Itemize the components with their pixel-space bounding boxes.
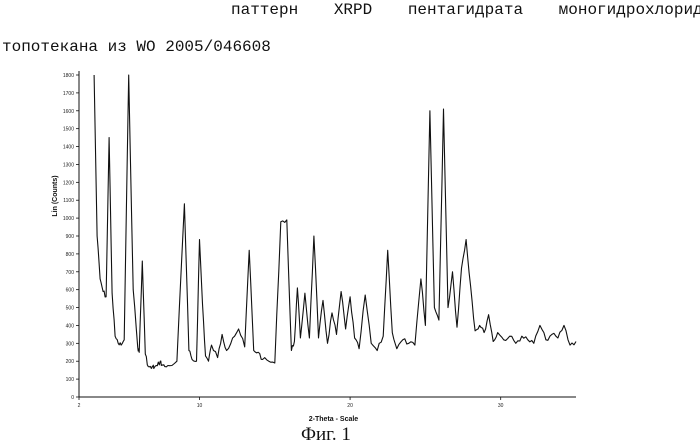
xrpd-chart: 0 100 200 300 400 500 600 700 800 900 1000 1100 1200…: [0, 60, 700, 426]
series-line: [94, 75, 576, 369]
y-tick-label: 1100: [63, 198, 74, 204]
y-tick-label: 500: [66, 306, 75, 312]
chart-axes: [79, 71, 576, 397]
x-tick-label: 30: [498, 403, 504, 409]
y-tick-label: 1000: [63, 216, 74, 222]
x-tick-label: 20: [347, 403, 353, 409]
y-tick-label: 900: [66, 234, 75, 240]
y-tick-label: 600: [66, 288, 75, 294]
x-tick-label: 2: [78, 403, 81, 409]
x-axis-ticks: 2 10 20 30: [78, 397, 504, 409]
y-axis-ticks: 0 100 200 300 400 500 600 700 800 900 1000 1100 1200…: [63, 73, 79, 401]
x-axis-label: 2-Theta - Scale: [309, 416, 359, 423]
y-tick-label: 1200: [63, 180, 74, 186]
y-tick-label: 1500: [63, 127, 74, 133]
y-tick-label: 200: [66, 359, 75, 365]
y-tick-label: 1300: [63, 162, 74, 168]
y-tick-label: 800: [66, 252, 75, 258]
y-tick-label: 700: [66, 270, 75, 276]
y-tick-label: 300: [66, 341, 75, 347]
caption-line-1: паттерн XRPD пентагидрата моногидрохлори…: [231, 1, 700, 19]
y-tick-label: 1600: [63, 109, 74, 115]
y-tick-label: 100: [66, 377, 75, 383]
y-tick-label: 1700: [63, 91, 74, 97]
caption-line-2: топотекана из WO 2005/046608: [2, 38, 271, 56]
y-tick-label: 1400: [63, 145, 74, 151]
y-axis-label: Lin (Counts): [52, 175, 59, 216]
y-tick-label: 1800: [63, 73, 74, 79]
y-tick-label: 400: [66, 323, 75, 329]
y-tick-label: 0: [71, 395, 74, 401]
figure-label: Фиг. 1: [301, 424, 351, 446]
x-tick-label: 10: [197, 403, 203, 409]
